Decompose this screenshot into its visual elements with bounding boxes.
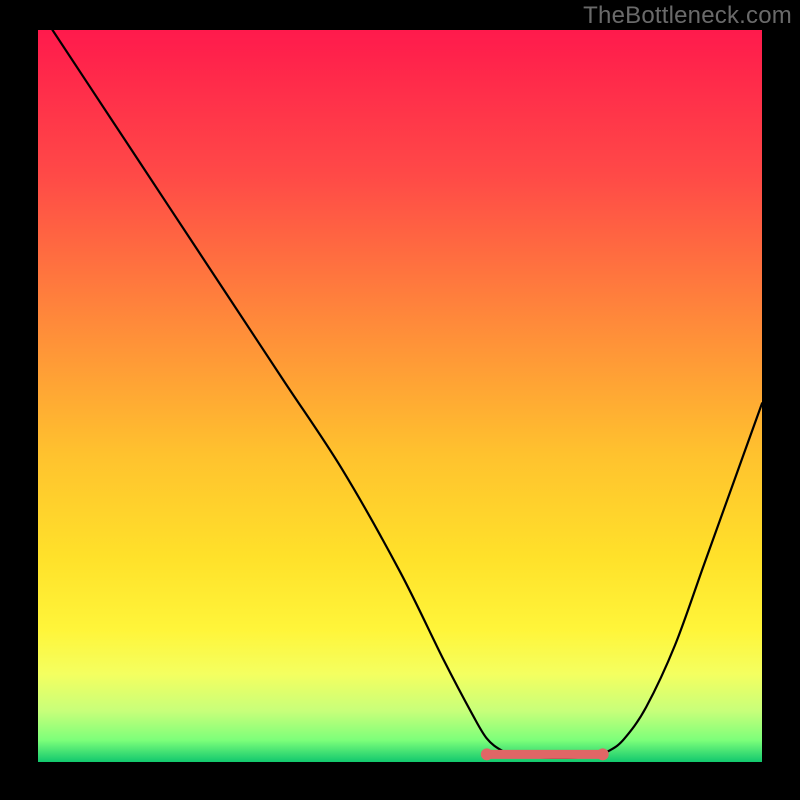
chart-frame: TheBottleneck.com: [0, 0, 800, 800]
bottleneck-curve-chart: [38, 30, 762, 762]
gradient-background: [38, 30, 762, 762]
optimal-range-end-cap: [597, 748, 609, 760]
watermark-text: TheBottleneck.com: [583, 2, 792, 30]
optimal-range-start-cap: [481, 748, 493, 760]
